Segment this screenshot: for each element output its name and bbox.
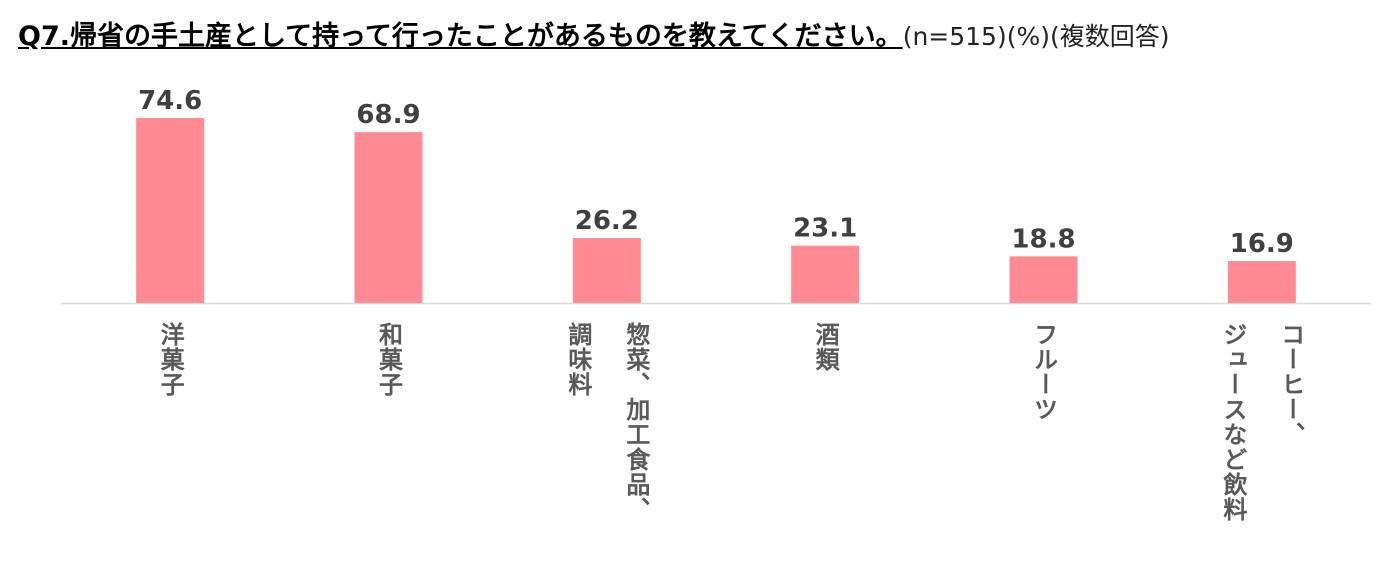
value-label: 74.6 xyxy=(138,86,202,116)
x-tick-label: 和菓子 xyxy=(374,322,403,397)
value-label: 18.8 xyxy=(1011,224,1075,254)
bar xyxy=(1227,261,1296,303)
bar xyxy=(1009,256,1078,303)
value-label: 68.9 xyxy=(356,100,420,130)
bar xyxy=(572,238,641,303)
title-block: Q7.帰省の手土産として持って行ったことがあるものを教えてください。(n=515… xyxy=(18,14,1169,53)
value-label: 16.9 xyxy=(1230,229,1294,259)
bar xyxy=(791,245,860,303)
x-tick-label: フルーツ xyxy=(1029,322,1058,422)
value-label: 23.1 xyxy=(793,214,857,244)
chart-title: Q7.帰省の手土産として持って行ったことがあるものを教えてください。 xyxy=(18,21,903,52)
x-tick-label: 酒類 xyxy=(811,322,840,372)
x-tick-label: コーヒー、 ジュースなど飲料 xyxy=(1218,322,1305,522)
bar xyxy=(136,117,205,303)
x-tick-label: 惣菜、加工食品、 調味料 xyxy=(563,322,650,522)
chart-subtitle: (n=515)(%)(複数回答) xyxy=(902,22,1170,51)
value-label: 26.2 xyxy=(575,206,639,236)
bar xyxy=(354,132,423,303)
x-tick-label: 洋菓子 xyxy=(156,322,185,397)
